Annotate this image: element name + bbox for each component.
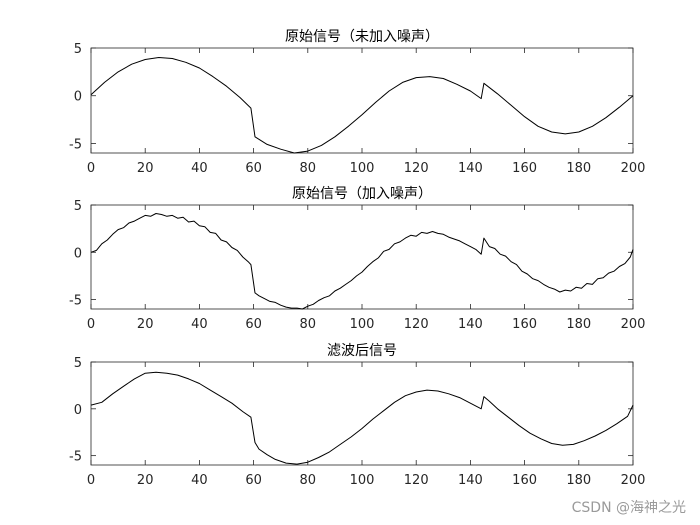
- x-tick-label: 120: [404, 473, 429, 488]
- chart-title: 原始信号（未加入噪声）: [285, 29, 439, 45]
- x-tick-label: 100: [350, 161, 375, 176]
- x-tick-label: 160: [512, 473, 537, 488]
- x-tick-label: 20: [137, 473, 154, 488]
- x-tick-label: 60: [245, 317, 262, 332]
- x-tick-label: 200: [621, 317, 646, 332]
- x-tick-label: 140: [458, 317, 483, 332]
- x-tick-label: 80: [300, 473, 317, 488]
- x-tick-label: 100: [350, 317, 375, 332]
- chart-title: 原始信号（加入噪声）: [292, 186, 432, 202]
- x-tick-label: 140: [458, 161, 483, 176]
- x-tick-label: 0: [87, 317, 95, 332]
- x-tick-label: 100: [350, 473, 375, 488]
- x-tick-label: 20: [137, 161, 154, 176]
- y-tick-label: 0: [74, 90, 82, 105]
- x-tick-label: 200: [621, 161, 646, 176]
- x-tick-label: 20: [137, 317, 154, 332]
- y-tick-label: 0: [74, 403, 82, 418]
- x-tick-label: 160: [512, 317, 537, 332]
- signal-line: [90, 213, 634, 310]
- y-tick-label: -5: [69, 137, 82, 152]
- y-tick-label: 5: [74, 42, 82, 57]
- x-tick-label: 160: [512, 161, 537, 176]
- plot-area: [90, 47, 634, 154]
- x-tick-label: 60: [245, 473, 262, 488]
- x-tick-label: 60: [245, 161, 262, 176]
- x-tick-label: 180: [566, 473, 591, 488]
- signal-line: [90, 57, 634, 154]
- watermark: CSDN @海神之光: [571, 500, 686, 516]
- y-tick-label: -5: [69, 294, 82, 309]
- y-tick-label: 5: [74, 199, 82, 214]
- x-tick-label: 180: [566, 317, 591, 332]
- y-tick-label: 5: [74, 356, 82, 371]
- x-tick-label: 80: [300, 161, 317, 176]
- plot-area: [90, 361, 634, 466]
- x-tick-label: 120: [404, 161, 429, 176]
- x-tick-label: 40: [191, 473, 208, 488]
- x-tick-label: 200: [621, 473, 646, 488]
- x-tick-label: 40: [191, 317, 208, 332]
- x-tick-label: 0: [87, 473, 95, 488]
- signal-line: [90, 371, 634, 465]
- x-tick-label: 80: [300, 317, 317, 332]
- subplot-original-signal: 原始信号（未加入噪声） 0 20 40 60 80 100 120 140 160 180 200 5 0…: [69, 29, 645, 176]
- y-tick-label: 0: [74, 246, 82, 261]
- subplot-noisy-signal: 原始信号（加入噪声）0 20 40 60 80 100 120 140 160 180 20050-…: [69, 186, 645, 332]
- y-tick-label: -5: [69, 450, 82, 465]
- x-tick-label: 0: [87, 161, 95, 176]
- chart-title: 滤波后信号: [327, 343, 397, 359]
- subplot-filtered-signal: 滤波后信号 0 20 40 60 80 100 120 140 160 180 200 5 0 -5: [69, 343, 645, 488]
- plot-area: [90, 204, 634, 310]
- x-tick-label: 140: [458, 473, 483, 488]
- x-tick-label: 180: [566, 161, 591, 176]
- x-tick-label: 120: [404, 317, 429, 332]
- x-tick-label: 40: [191, 161, 208, 176]
